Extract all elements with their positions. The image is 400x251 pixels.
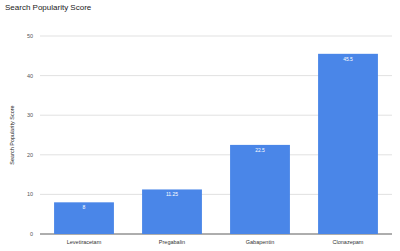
bar <box>54 202 114 234</box>
data-label: 22.5 <box>255 147 265 153</box>
y-tick-label: 30 <box>27 112 33 118</box>
bar <box>142 189 202 234</box>
x-tick-label: Levetiracetam <box>67 239 102 245</box>
y-tick-label: 20 <box>27 152 33 158</box>
y-tick-label: 40 <box>27 73 33 79</box>
bar <box>318 54 378 234</box>
title: Search Popularity Score <box>5 3 92 12</box>
y-axis-label: Search Popularity Score <box>9 105 15 164</box>
chart: Search Popularity Score Search Popularity… <box>0 0 400 251</box>
grid-line <box>40 36 392 37</box>
y-tick-label: 10 <box>27 191 33 197</box>
bars <box>54 54 378 234</box>
data-label: 45.5 <box>343 56 353 62</box>
y-tick-label: 0 <box>30 231 33 237</box>
x-tick-label: Gabapentin <box>246 239 274 245</box>
data-label: 11.25 <box>166 191 178 197</box>
x-tick-label: Clonazepam <box>333 239 364 245</box>
x-tick-label: Pregabalin <box>159 239 185 245</box>
bar <box>230 145 290 234</box>
data-label: 8 <box>83 204 86 210</box>
y-tick-label: 50 <box>27 33 33 39</box>
